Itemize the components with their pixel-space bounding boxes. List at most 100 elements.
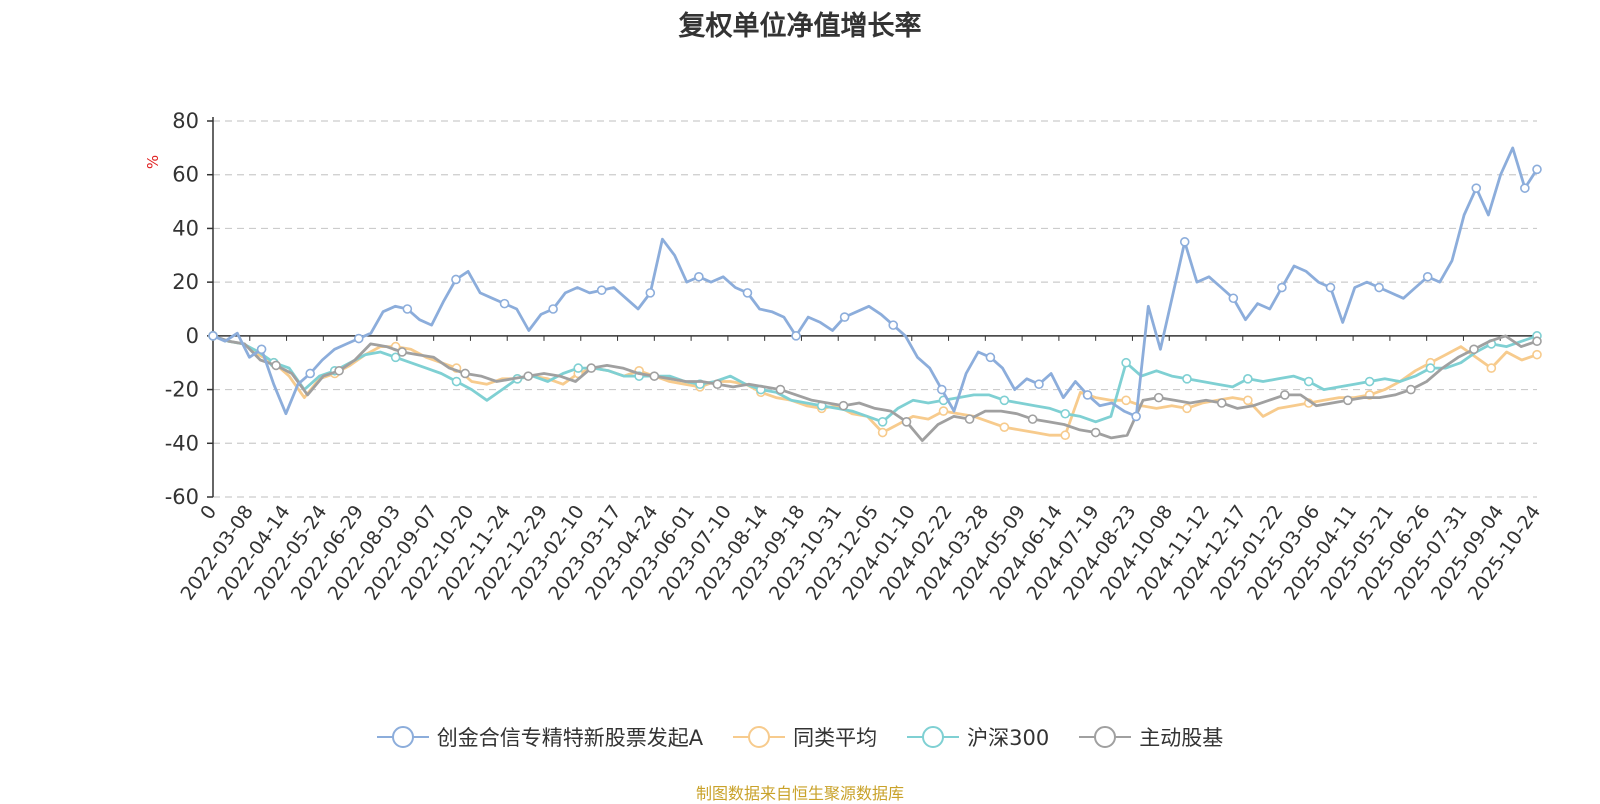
y-tick-label: 0 (186, 324, 199, 348)
data-point (1060, 430, 1071, 441)
series-line (212, 334, 1538, 437)
data-point (839, 312, 850, 322)
legend-label: 沪深300 (967, 726, 1050, 750)
legend-marker-icon (733, 726, 786, 748)
data-point (1469, 344, 1479, 355)
legend-label: 主动股基 (1139, 726, 1224, 750)
data-point (1027, 414, 1038, 424)
data-point (901, 416, 912, 427)
legend-label: 创金合信专精特新股票发起A (436, 726, 704, 750)
legend-item[interactable]: 创金合信专精特新股票发起A (376, 722, 704, 752)
y-tick-label: -40 (165, 431, 199, 455)
data-point (1243, 395, 1253, 406)
y-axis-label: % (144, 155, 162, 169)
data-point (499, 298, 510, 309)
data-point (1425, 363, 1436, 373)
data-point (877, 416, 888, 427)
data-point (208, 331, 218, 341)
data-point (1532, 349, 1542, 360)
data-point (1520, 183, 1530, 193)
legend-marker-icon (376, 726, 429, 748)
legend: 创金合信专精特新股票发起A 同类平均 沪深300 主动股基 (0, 722, 1600, 752)
data-point (271, 360, 281, 371)
data-point (402, 304, 413, 314)
legend-item[interactable]: 沪深300 (907, 722, 1049, 752)
chart-title: 复权单位净值增长率 (678, 11, 922, 42)
data-point (742, 288, 753, 298)
data-point (838, 400, 849, 411)
data-point (1121, 395, 1131, 406)
data-point (775, 384, 786, 395)
data-point (460, 368, 470, 379)
data-point (353, 333, 364, 344)
data-point (1277, 282, 1287, 293)
x-tick-label: 0 (196, 501, 221, 524)
legend-item[interactable]: 同类平均 (733, 722, 877, 752)
y-tick-label: 60 (172, 163, 199, 187)
data-point (1406, 384, 1416, 395)
data-point (390, 352, 401, 363)
data-point (596, 285, 607, 296)
data-point (1228, 293, 1239, 304)
data-point (791, 331, 801, 341)
data-point (1303, 376, 1314, 387)
y-tick-label: 40 (172, 216, 199, 240)
data-point (1532, 336, 1542, 347)
legend-label: 同类平均 (793, 726, 878, 750)
data-point (1243, 374, 1253, 384)
data-point (888, 320, 899, 330)
legend-marker-icon (1079, 726, 1132, 748)
data-point (1280, 390, 1290, 400)
data-point (1364, 376, 1375, 387)
data-point (334, 365, 344, 376)
data-point (256, 344, 267, 355)
data-point (397, 347, 407, 357)
data-point (1374, 282, 1384, 293)
data-point (712, 379, 723, 390)
data-point (451, 274, 461, 285)
data-point (1090, 427, 1101, 438)
legend-item[interactable]: 主动股基 (1079, 722, 1223, 752)
data-point (964, 414, 975, 424)
data-point (649, 371, 660, 381)
data-point (999, 395, 1010, 406)
data-point (1131, 411, 1141, 422)
data-point (938, 406, 949, 416)
data-point (548, 304, 558, 314)
data-point (985, 352, 996, 363)
data-point (573, 363, 584, 373)
y-tick-label: 20 (172, 270, 199, 294)
data-point (1325, 282, 1336, 293)
data-point (1153, 392, 1164, 403)
data-point (1343, 395, 1353, 406)
data-point (877, 427, 888, 438)
data-point (694, 271, 704, 282)
data-point (1182, 403, 1192, 414)
data-point (1532, 164, 1542, 175)
series-line (212, 334, 1538, 424)
data-point (1216, 398, 1227, 408)
data-point (937, 384, 947, 395)
data-point (1471, 183, 1482, 193)
data-point (305, 368, 315, 379)
data-point (451, 376, 462, 387)
data-point (1060, 408, 1071, 419)
legend-marker-icon (907, 726, 960, 748)
data-point (1182, 374, 1192, 384)
series-line (212, 146, 1539, 418)
data-point (645, 288, 656, 298)
y-tick-label: -20 (165, 378, 199, 402)
data-point (1034, 379, 1044, 390)
data-point (1121, 357, 1131, 368)
data-point (1486, 363, 1497, 373)
data-point (1422, 271, 1433, 282)
y-tick-label: -60 (165, 485, 199, 509)
source-note: 制图数据来自恒生聚源数据库 (695, 784, 904, 803)
data-point (1179, 237, 1190, 247)
y-tick-label: 80 (172, 109, 199, 133)
data-point (523, 371, 534, 381)
data-point (1082, 390, 1093, 400)
data-point (586, 363, 597, 373)
line-chart: 806040200-20-40-60%02022-03-082022-04-14… (144, 109, 1545, 604)
data-point (999, 422, 1010, 432)
